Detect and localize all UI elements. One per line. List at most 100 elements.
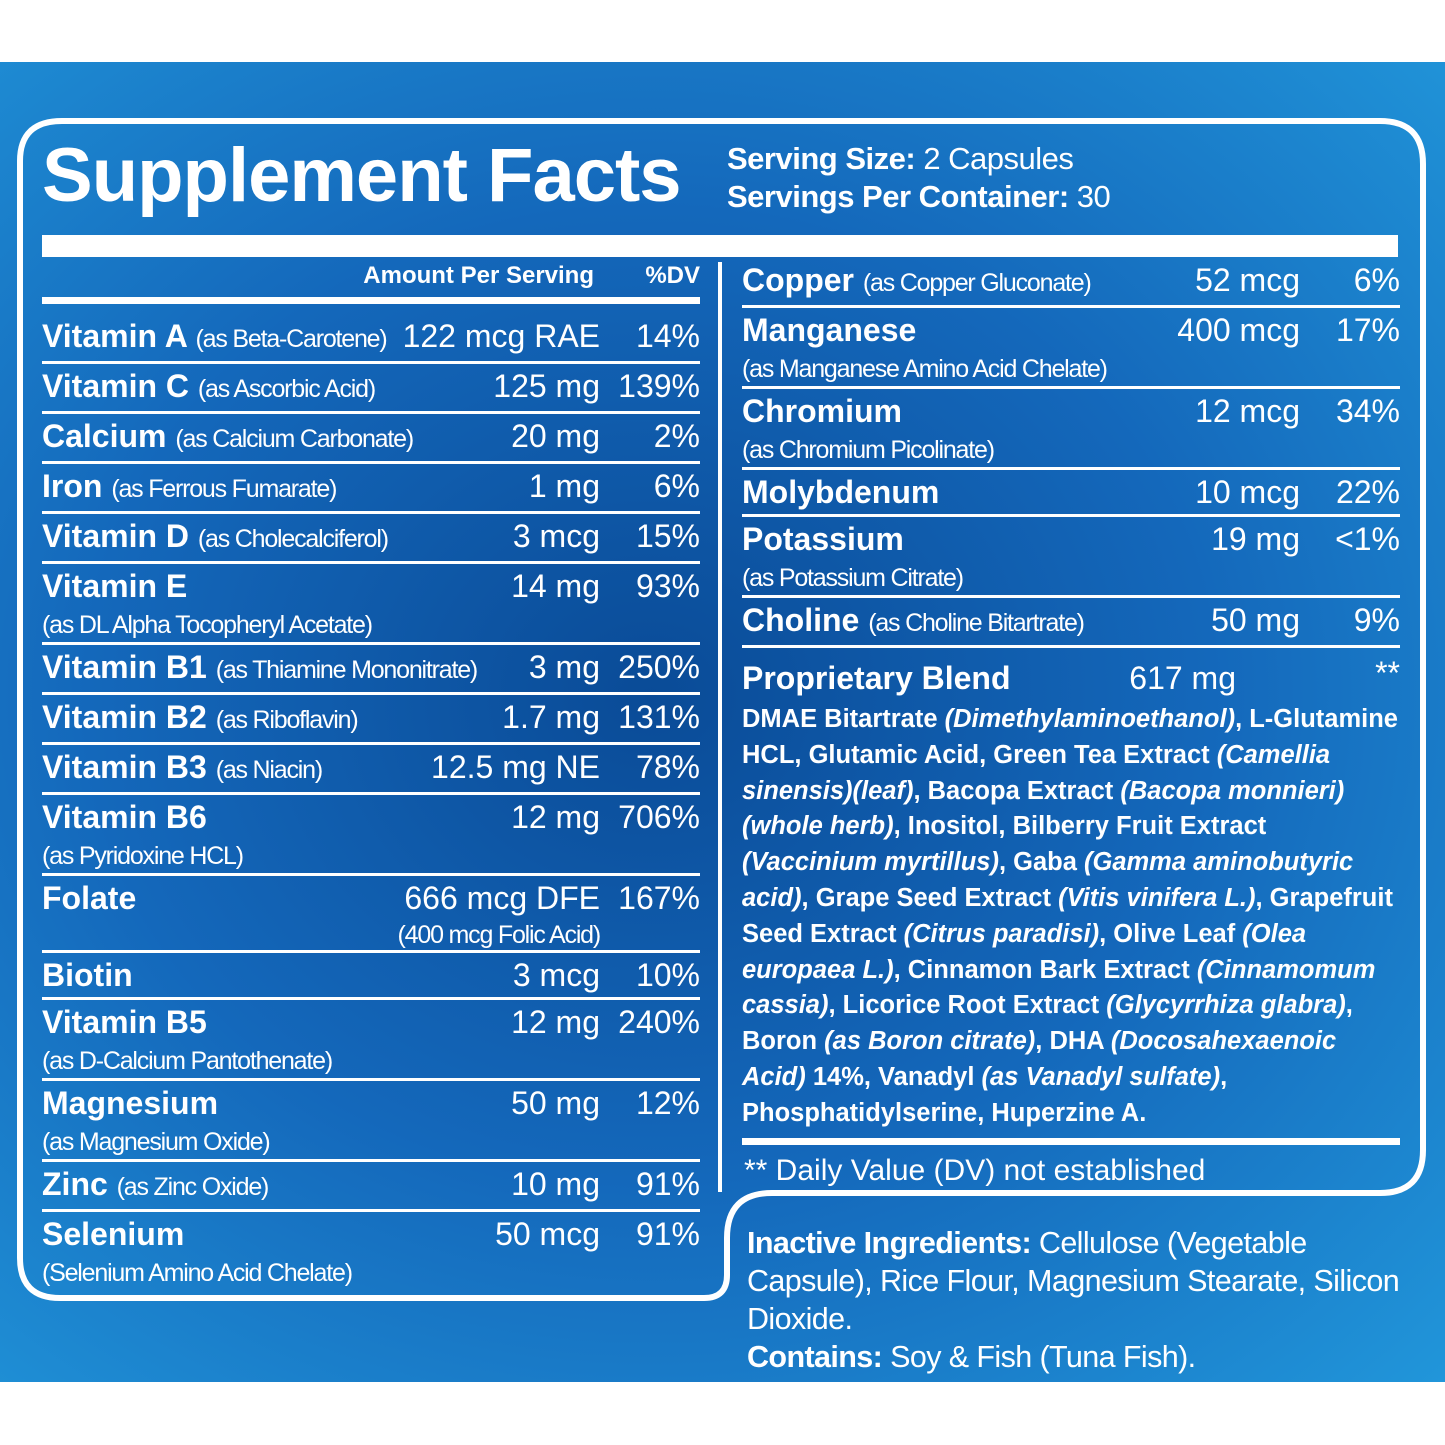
- value: 2 Capsules: [923, 141, 1074, 176]
- label: Serving Size:: [727, 141, 916, 176]
- nutrient-cell: Molybdenum: [742, 470, 1195, 514]
- ingredient: , Olive Leaf: [1099, 919, 1243, 948]
- footnote: ** Daily Value (DV) not established: [744, 1154, 1206, 1187]
- nutrient-name: Vitamin B2: [42, 699, 207, 735]
- nutrient-cell: Biotin: [42, 953, 513, 997]
- nutrient-cell: Zinc (as Zinc Oxide): [42, 1162, 511, 1209]
- daily-value: 91%: [635, 1166, 700, 1202]
- botanical-name: (Dimethylaminoethanol): [944, 705, 1236, 733]
- daily-value: 78%: [635, 749, 700, 785]
- nutrient-cell: Magnesium: [42, 1081, 511, 1125]
- nutrient-row: Choline (as Choline Bitartrate) 50 mg 9%: [742, 598, 1400, 648]
- nutrient-cell: Chromium: [742, 389, 1195, 433]
- nutrient-cell: Folate: [42, 876, 398, 920]
- label-background: [0, 62, 1445, 1382]
- nutrient-row: Vitamin B1 (as Thiamine Mononitrate) 3 mg…: [42, 645, 700, 695]
- nutrient-source: (as Magnesium Oxide): [42, 1128, 271, 1156]
- nutrient-source: (as Chromium Picolinate): [742, 436, 995, 464]
- ingredient: , Licorice Root Extract: [828, 991, 1107, 1020]
- botanical-name: (Vaccinium myrtillus): [742, 848, 999, 877]
- botanical-name: (Olea europaea L.): [742, 919, 1307, 984]
- nutrient-name: Manganese: [742, 312, 917, 348]
- ingredient: 14%, Vanadyl: [805, 1062, 982, 1091]
- nutrient-row: Vitamin E 14 mg 93% (as DL Alpha Tocopheryl…: [42, 564, 700, 645]
- nutrient-row: Chromium 12 mcg 34% (as Chromium Picolinate…: [742, 389, 1400, 470]
- nutrient-cell: Vitamin B5: [42, 1000, 511, 1044]
- ingredient: , Grape Seed Extract: [801, 883, 1059, 912]
- daily-value: 706%: [618, 799, 700, 835]
- amount: 666 mcg DFE: [404, 880, 600, 916]
- amount-cell: 125 mg: [493, 364, 600, 408]
- nutrient-name: Vitamin D: [42, 518, 189, 554]
- daily-value: 240%: [618, 1004, 700, 1040]
- value: 30: [1076, 179, 1111, 214]
- nutrient-row: Zinc (as Zinc Oxide) 10 mg 91%: [42, 1162, 700, 1212]
- right-column: Copper (as Copper Gluconate) 52 mcg 6% Mang…: [742, 258, 1400, 648]
- botanical-name: (Bacopa monnieri)(whole herb): [742, 776, 1345, 841]
- daily-value: 12%: [635, 1085, 700, 1121]
- amount: 10 mg: [511, 1166, 600, 1202]
- nutrient-row: Iron (as Ferrous Fumarate) 1 mg 6%: [42, 464, 700, 514]
- nutrient-name: Chromium: [742, 393, 902, 429]
- amount-cell: 400 mcg: [1177, 308, 1300, 352]
- nutrient-cell: Calcium (as Calcium Carbonate): [42, 414, 511, 461]
- nutrient-row: Calcium (as Calcium Carbonate) 20 mg 2%: [42, 414, 700, 464]
- nutrient-name: Magnesium: [42, 1085, 219, 1121]
- botanical-name: (Glycyrrhiza glabra): [1106, 991, 1346, 1020]
- nutrient-cell: Selenium: [42, 1212, 495, 1256]
- nutrient-row: Molybdenum 10 mcg 22%: [742, 470, 1400, 517]
- nutrient-source: (as Potassium Citrate): [742, 564, 964, 592]
- nutrient-cell: Iron (as Ferrous Fumarate): [42, 464, 529, 511]
- blend-ingredients: DMAE Bitartrate (Dimethylaminoethanol), …: [742, 702, 1400, 1132]
- nutrient-row: Vitamin A (as Beta-Carotene) 122 mcg RAE 1…: [42, 314, 700, 364]
- nutrient-source: (as Pyridoxine HCL): [42, 842, 244, 870]
- nutrient-name: Zinc: [42, 1166, 108, 1202]
- title: Supplement Facts: [42, 133, 682, 218]
- amount: 20 mg: [511, 418, 600, 454]
- nutrient-cell: Vitamin B2 (as Riboflavin): [42, 695, 502, 742]
- amount-cell: 50 mg: [511, 1081, 600, 1125]
- nutrient-cell: Vitamin B6: [42, 795, 511, 839]
- daily-value: 167%: [618, 880, 700, 916]
- amount-cell: 20 mg: [511, 414, 600, 458]
- nutrient-name: Copper: [742, 262, 854, 298]
- amount-cell: 12 mg: [511, 795, 600, 839]
- daily-value: 2%: [653, 418, 700, 454]
- amount-cell: 122 mcg RAE: [403, 314, 600, 358]
- daily-value: 15%: [635, 518, 700, 554]
- nutrient-cell: Vitamin C (as Ascorbic Acid): [42, 364, 493, 411]
- nutrient-source: (as Cholecalciferol): [197, 525, 389, 553]
- daily-value: 22%: [1335, 474, 1400, 510]
- nutrient-name: Vitamin B5: [42, 1004, 207, 1040]
- nutrient-row: Folate 666 mcg DFE (400 mcg Folic Acid) 167…: [42, 876, 700, 953]
- amount: 122 mcg RAE: [402, 318, 600, 354]
- nutrient-source: (as Copper Gluconate): [862, 269, 1092, 297]
- amount: 10 mcg: [1195, 474, 1300, 510]
- nutrient-name: Vitamin B3: [42, 749, 207, 785]
- ingredient: , Gaba: [998, 848, 1084, 877]
- nutrient-name: Selenium: [42, 1216, 185, 1252]
- daily-value: 34%: [1335, 393, 1400, 429]
- amount: 52 mcg: [1195, 262, 1300, 298]
- allergens: Soy & Fish (Tuna Fish).: [890, 1340, 1196, 1374]
- daily-value: 10%: [635, 957, 700, 993]
- amount-cell: 10 mcg: [1195, 470, 1300, 514]
- daily-value: 93%: [635, 568, 700, 604]
- nutrient-row: Vitamin B3 (as Niacin) 12.5 mg NE 78%: [42, 745, 700, 795]
- daily-value: 139%: [618, 368, 700, 404]
- nutrient-row: Selenium 50 mcg 91% (Selenium Amino Acid Ch…: [42, 1212, 700, 1290]
- amount-cell: 1.7 mg: [502, 695, 600, 739]
- amount: 12 mcg: [1195, 393, 1300, 429]
- botanical-name: (Camellia sinensis)(leaf): [742, 740, 1331, 805]
- ingredient: , Phosphatidylserine, Huperzine A.: [742, 1062, 1228, 1127]
- inactive-ingredients: Cellulose (Vegetable Capsule), Rice Flou…: [747, 1226, 1400, 1336]
- amount-cell: 12.5 mg NE: [431, 745, 600, 789]
- nutrient-name: Vitamin B1: [42, 649, 207, 685]
- amount-cell: 50 mcg: [495, 1212, 600, 1256]
- daily-value: 17%: [1335, 312, 1400, 348]
- nutrient-source: (as D-Calcium Pantothenate): [42, 1047, 333, 1075]
- amount-header: Amount Per Serving: [363, 262, 594, 289]
- botanical-name: (Gamma aminobutyric acid): [742, 848, 1354, 912]
